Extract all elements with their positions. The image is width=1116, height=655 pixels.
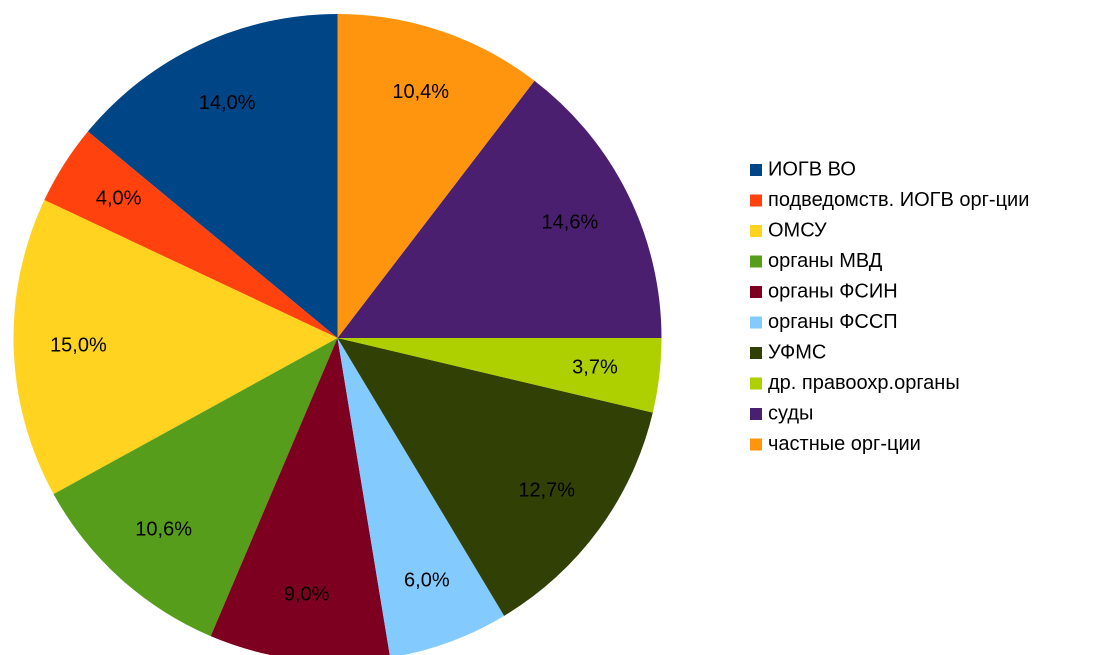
legend-swatch [750, 377, 762, 390]
legend-label: органы МВД [768, 250, 883, 272]
legend-label: органы ФСИН [768, 280, 898, 302]
pie-slice [210, 338, 390, 655]
data-label: 10,4% [392, 81, 449, 103]
data-label: 6,0% [404, 570, 450, 592]
legend-label: подведомств. ИОГВ орг-ции [768, 189, 1029, 211]
data-label: 9,0% [284, 584, 330, 606]
legend-label: ОМСУ [768, 219, 827, 241]
data-label: 14,6% [542, 212, 599, 234]
data-label: 14,0% [199, 92, 256, 114]
legend-label: суды [768, 402, 813, 424]
data-label: 12,7% [518, 479, 575, 501]
pie-slice [87, 14, 338, 338]
legend-swatch [750, 438, 762, 451]
pie-slice [337, 338, 662, 413]
pie-slice [13, 200, 338, 495]
data-label: 4,0% [96, 187, 142, 209]
data-label: 15,0% [50, 334, 107, 356]
legend-label: частные орг-ции [768, 433, 921, 455]
legend-label: др. правоохр.органы [768, 372, 960, 394]
data-label: 3,7% [572, 356, 618, 378]
legend-label: УФМС [768, 341, 826, 363]
legend-swatch [750, 164, 762, 176]
legend-swatch [750, 286, 762, 298]
legend-swatch [750, 347, 762, 359]
data-label: 10,6% [135, 519, 192, 541]
legend-label: органы ФССП [768, 311, 898, 333]
pie-slice [337, 14, 535, 338]
pie-slice [44, 131, 338, 338]
pie-slice [337, 338, 653, 616]
legend-swatch [750, 316, 762, 329]
pie-slice [337, 80, 662, 339]
legend-swatch [750, 408, 762, 420]
pie-slice [53, 338, 338, 637]
legend-swatch [750, 255, 762, 268]
pie-slice [337, 338, 505, 655]
legend-label: ИОГВ ВО [768, 158, 856, 180]
legend-swatch [750, 194, 762, 207]
legend-swatch [750, 225, 762, 237]
